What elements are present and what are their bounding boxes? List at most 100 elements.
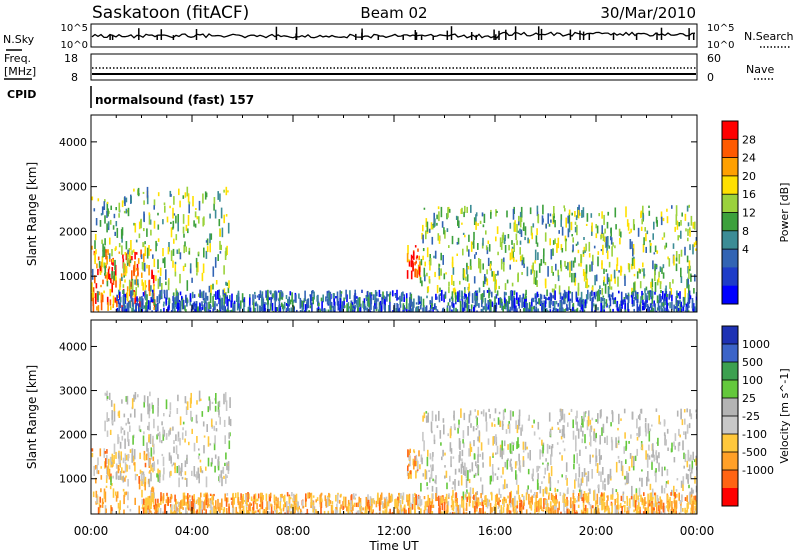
range-gate-cell: [675, 214, 678, 225]
range-gate-cell: [139, 429, 142, 433]
range-gate-cell: [157, 425, 159, 432]
range-gate-cell: [192, 303, 195, 310]
power-ylabel: Slant Range [km]: [25, 162, 39, 266]
range-gate-cell: [416, 469, 419, 473]
range-gate-cell: [210, 462, 213, 467]
range-gate-cell: [516, 292, 518, 301]
range-gate-cell: [157, 224, 160, 230]
range-gate-cell: [650, 310, 652, 312]
range-gate-cell: [679, 302, 682, 312]
range-gate-cell: [553, 206, 555, 216]
range-gate-cell: [418, 255, 420, 261]
range-gate-cell: [449, 428, 452, 439]
range-gate-cell: [509, 264, 511, 270]
range-gate-cell: [282, 504, 285, 509]
range-gate-cell: [636, 294, 639, 299]
range-gate-cell: [424, 469, 427, 480]
range-gate-cell: [566, 508, 569, 514]
range-gate-cell: [204, 512, 207, 514]
range-gate-cell: [237, 512, 239, 514]
range-gate-cell: [195, 257, 198, 268]
range-gate-cell: [662, 291, 664, 300]
range-gate-cell: [470, 204, 472, 213]
range-gate-cell: [415, 454, 418, 461]
range-gate-cell: [485, 495, 487, 501]
range-gate-cell: [536, 280, 538, 287]
range-gate-cell: [491, 464, 494, 475]
range-gate-cell: [320, 297, 323, 302]
range-gate-cell: [148, 287, 151, 296]
range-gate-cell: [527, 485, 529, 490]
range-gate-cell: [504, 305, 507, 310]
range-gate-cell: [651, 501, 653, 506]
range-gate-cell: [223, 475, 225, 479]
range-gate-cell: [150, 512, 153, 514]
range-gate-cell: [426, 500, 428, 508]
range-gate-cell: [687, 474, 689, 483]
range-gate-cell: [554, 487, 556, 493]
range-gate-cell: [477, 436, 479, 442]
range-gate-cell: [128, 465, 131, 470]
range-gate-cell: [202, 263, 205, 274]
range-gate-cell: [458, 510, 460, 514]
range-gate-cell: [545, 507, 547, 513]
range-gate-cell: [660, 290, 662, 293]
range-gate-cell: [114, 275, 116, 282]
range-gate-cell: [678, 428, 680, 436]
range-gate-cell: [209, 233, 211, 244]
range-gate-cell: [475, 428, 478, 431]
colorbar-tick-label: 28: [742, 133, 756, 146]
range-gate-cell: [508, 421, 510, 426]
range-gate-cell: [159, 433, 161, 443]
range-gate-cell: [514, 505, 517, 508]
range-gate-cell: [624, 303, 626, 312]
range-gate-cell: [97, 256, 100, 261]
range-gate-cell: [496, 445, 499, 455]
range-gate-cell: [443, 227, 445, 235]
colorbar-label: Velocity [m s^-1]: [778, 368, 791, 463]
range-gate-cell: [179, 291, 182, 296]
range-gate-cell: [508, 309, 510, 312]
range-gate-cell: [684, 418, 686, 425]
range-gate-cell: [660, 295, 662, 302]
range-gate-cell: [502, 467, 504, 475]
range-gate-cell: [540, 259, 543, 266]
range-gate-cell: [566, 305, 568, 311]
y-tick-label: 1000: [59, 473, 87, 486]
range-gate-cell: [567, 262, 569, 271]
range-gate-cell: [456, 253, 458, 256]
range-gate-cell: [104, 458, 107, 468]
range-gate-cell: [524, 236, 526, 241]
range-gate-cell: [654, 263, 656, 271]
range-gate-cell: [577, 300, 579, 306]
range-gate-cell: [201, 306, 203, 311]
range-gate-cell: [480, 477, 482, 482]
range-gate-cell: [585, 294, 588, 304]
range-gate-cell: [154, 303, 157, 308]
range-gate-cell: [133, 188, 135, 192]
range-gate-cell: [447, 433, 449, 437]
range-gate-cell: [193, 310, 195, 312]
range-gate-cell: [602, 232, 605, 241]
range-gate-cell: [121, 399, 123, 404]
range-gate-cell: [649, 292, 651, 298]
range-gate-cell: [570, 311, 573, 312]
range-gate-cell: [269, 511, 271, 514]
range-gate-cell: [493, 424, 496, 427]
range-gate-cell: [569, 271, 571, 278]
range-gate-cell: [409, 455, 411, 467]
colorbar-label: Power [dB]: [778, 183, 791, 243]
range-gate-cell: [689, 230, 691, 237]
range-gate-cell: [193, 503, 196, 509]
range-gate-cell: [268, 297, 271, 301]
range-gate-cell: [163, 301, 165, 304]
range-gate-cell: [226, 462, 228, 471]
range-gate-cell: [458, 290, 461, 297]
range-gate-cell: [182, 265, 185, 272]
range-gate-cell: [518, 415, 521, 426]
range-gate-cell: [450, 296, 453, 299]
range-gate-cell: [582, 269, 585, 277]
range-gate-cell: [366, 298, 368, 301]
range-gate-cell: [217, 401, 220, 412]
range-gate-cell: [599, 435, 601, 445]
